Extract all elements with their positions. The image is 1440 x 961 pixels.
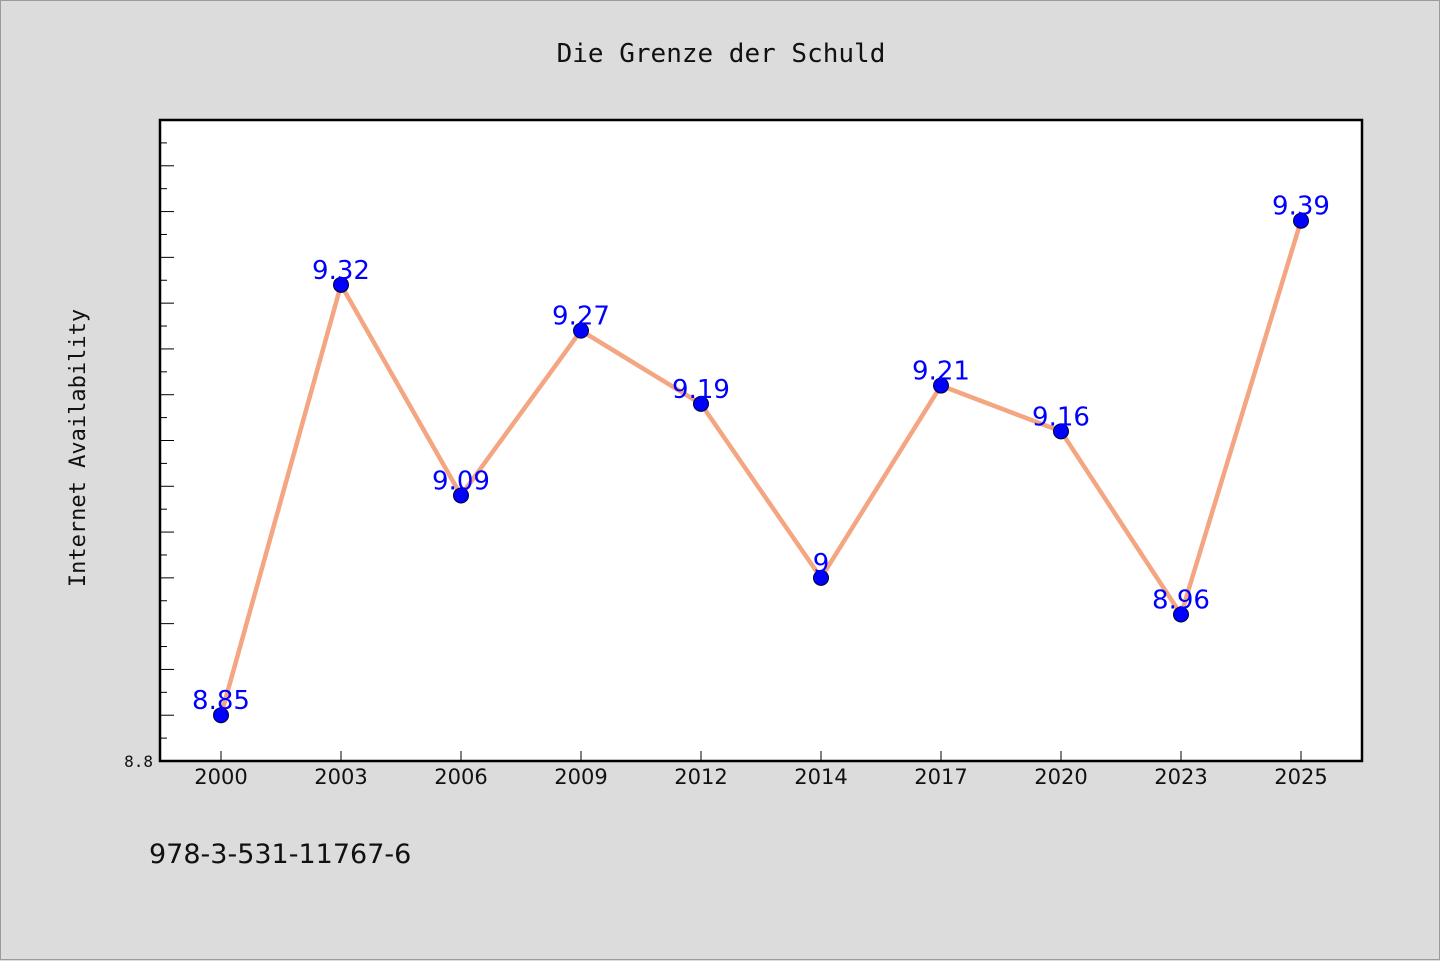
data-label: 9.32 [312,256,370,286]
data-label: 9.16 [1032,402,1090,432]
y-axis-tick-labels: 8.8 [124,752,153,771]
x-tick-label: 2006 [434,765,487,789]
x-tick-label: 2014 [794,765,847,789]
y-tick-label: 8.8 [124,752,153,771]
x-tick-label: 2025 [1274,765,1327,789]
data-point [573,322,589,339]
data-label: 9.09 [432,466,490,496]
data-point [1293,212,1309,229]
x-axis: 2000 2003 2006 2009 2012 2014 2017 2020 2023 2025 [194,751,1328,789]
data-label: 8.85 [192,686,250,716]
data-point [333,276,349,293]
x-tick-label: 2023 [1154,765,1207,789]
data-point [453,487,469,504]
y-axis-ticks [160,119,174,762]
data-point [693,395,709,412]
data-label: 9.19 [672,375,730,405]
x-tick-label: 2000 [194,765,247,789]
isbn-text: 978-3-531-11767-6 [149,839,411,870]
series-layer: 8.85 9.32 9.09 9.27 9.19 9 9.21 9.16 8.96 9.39 [192,192,1330,724]
chart-title: Die Grenze der Schuld [557,39,886,69]
data-label: 9.27 [552,302,610,332]
data-label: 9 [813,549,830,579]
series-line [218,220,1304,716]
data-label: 9.39 [1272,192,1330,222]
data-label: 8.96 [1152,585,1210,615]
data-point [933,377,949,394]
data-point [1173,606,1189,623]
y-axis-label: Internet Availability [66,309,91,587]
x-tick-label: 2020 [1034,765,1087,789]
data-label: 9.21 [912,357,970,387]
x-tick-label: 2017 [914,765,967,789]
x-tick-label: 2012 [674,765,727,789]
data-point [813,569,829,586]
x-tick-label: 2003 [314,765,367,789]
data-point [1053,423,1069,440]
data-point [213,707,229,724]
x-tick-label: 2009 [554,765,607,789]
plot-area [158,118,1364,763]
